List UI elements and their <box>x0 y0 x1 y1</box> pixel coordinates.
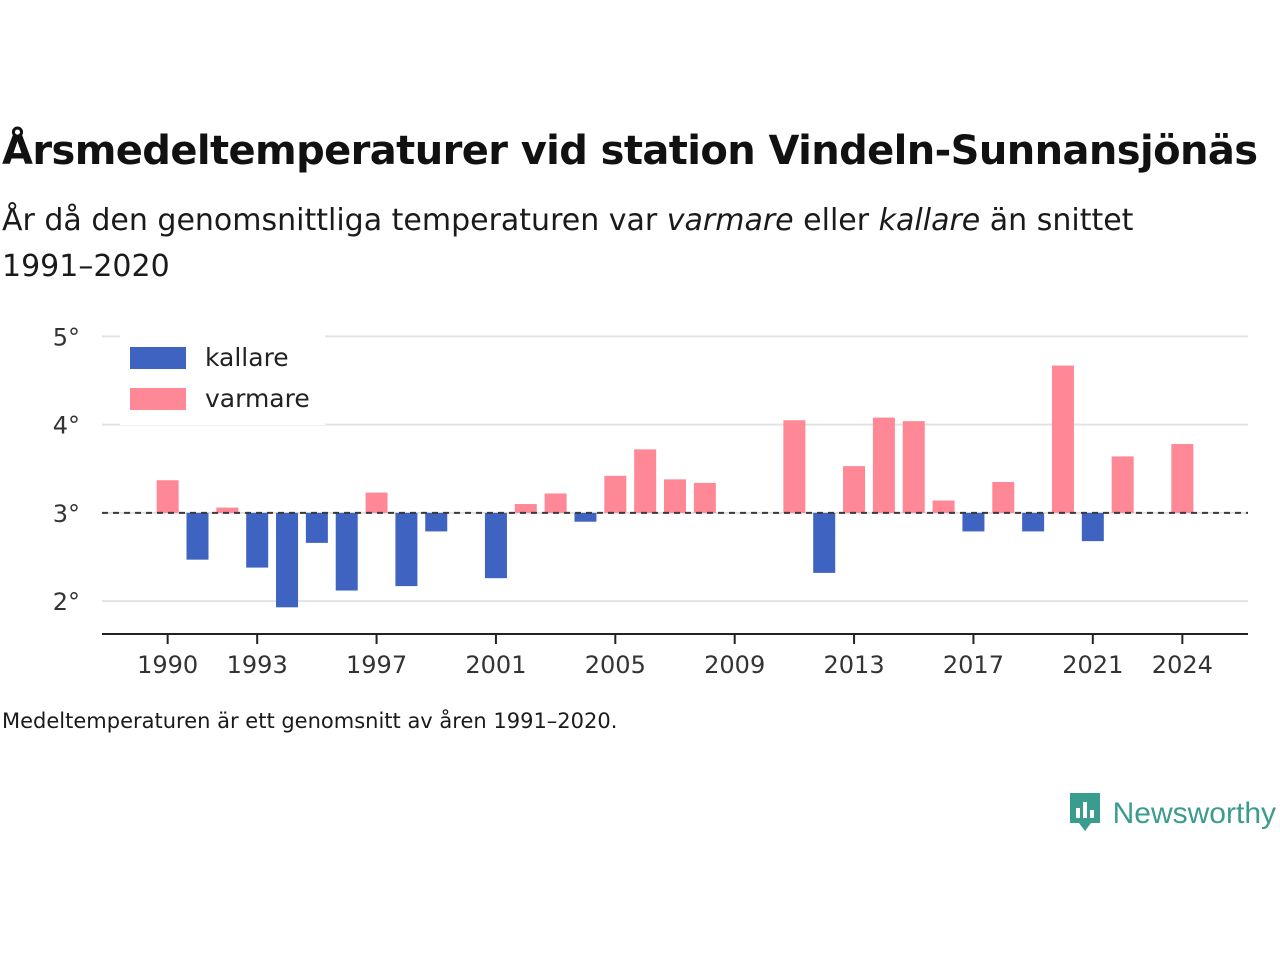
subtitle-cold-word: kallare <box>878 203 981 238</box>
bar-1992 <box>216 507 239 513</box>
bar-1995 <box>305 512 328 543</box>
x-tick-label: 2021 <box>1062 651 1123 679</box>
subtitle-text-2: eller <box>793 203 879 238</box>
x-tick-label: 2005 <box>585 651 646 679</box>
footnote: Medeltemperaturen är ett genomsnitt av å… <box>2 709 618 733</box>
legend: kallare varmare <box>120 335 325 425</box>
legend-swatch-varmare <box>130 388 186 410</box>
bar-2001 <box>484 512 507 579</box>
newsworthy-logo-icon <box>1067 790 1103 838</box>
brand-logo: Newsworthy <box>1067 790 1276 838</box>
bar-1997 <box>365 492 388 513</box>
subtitle-text-1: År då den genomsnittliga temperaturen va… <box>2 203 667 238</box>
bar-2003 <box>544 493 567 513</box>
bar-1990 <box>156 480 179 513</box>
bar-1993 <box>246 512 269 568</box>
bar-2006 <box>634 449 657 513</box>
bar-2008 <box>693 482 716 513</box>
bar-1999 <box>425 512 448 532</box>
bar-2017 <box>962 512 985 532</box>
y-tick-label: 3° <box>53 500 80 528</box>
bar-2018 <box>992 482 1015 513</box>
bar-2002 <box>514 504 537 513</box>
bar-1994 <box>276 512 299 608</box>
bar-2021 <box>1081 512 1104 542</box>
x-axis-ticks: 1990 1993 1997 2001 2005 2009 2013 2017 2021 2024 <box>137 634 1213 679</box>
x-tick-label: 1993 <box>227 651 288 679</box>
legend-label-kallare: kallare <box>205 343 289 372</box>
bar-2016 <box>932 500 955 513</box>
bars <box>156 365 1194 608</box>
bar-2004 <box>574 512 597 522</box>
subtitle-warm-word: varmare <box>666 203 794 238</box>
y-tick-label: 2° <box>53 588 80 616</box>
x-tick-label: 2009 <box>704 651 765 679</box>
y-tick-label: 5° <box>53 323 80 351</box>
bar-2022 <box>1111 456 1134 513</box>
bar-2015 <box>902 421 925 513</box>
bar-1996 <box>335 512 358 591</box>
x-tick-label: 2001 <box>465 651 526 679</box>
temperature-bar-chart: 2° 3° 4° 5° 1990 1993 1997 2001 2005 2009 2013 201… <box>53 323 1248 679</box>
bar-2007 <box>664 479 686 513</box>
y-tick-label: 4° <box>53 412 80 440</box>
bar-2024 <box>1171 444 1194 513</box>
x-tick-label: 1990 <box>137 651 198 679</box>
bar-1991 <box>186 512 209 560</box>
legend-label-varmare: varmare <box>205 384 310 413</box>
bar-1998 <box>395 512 418 587</box>
legend-swatch-kallare <box>130 347 186 369</box>
bar-2014 <box>872 417 895 513</box>
bar-2020 <box>1051 365 1074 513</box>
x-tick-label: 2024 <box>1152 651 1213 679</box>
y-axis-ticks: 2° 3° 4° 5° <box>53 323 80 616</box>
bar-2013 <box>843 466 866 513</box>
x-tick-label: 2017 <box>943 651 1004 679</box>
x-tick-label: 1997 <box>346 651 407 679</box>
bar-2019 <box>1022 512 1045 532</box>
brand-name: Newsworthy <box>1112 797 1276 830</box>
chart-subtitle: År då den genomsnittliga temperaturen va… <box>2 198 1202 290</box>
bar-2005 <box>604 475 627 513</box>
bar-2012 <box>813 512 836 573</box>
chart-title: Årsmedeltemperaturer vid station Vindeln… <box>2 128 1258 174</box>
subtitle-text-3: än snittet 1991–2020 <box>2 203 1134 284</box>
bar-2011 <box>783 420 806 513</box>
x-tick-label: 2013 <box>824 651 885 679</box>
